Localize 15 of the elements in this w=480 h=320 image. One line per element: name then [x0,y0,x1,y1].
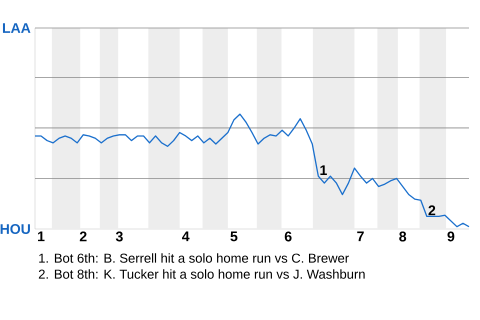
x-tick-label: 7 [357,232,364,242]
x-tick-label: 1 [38,232,45,242]
text: HOU [0,224,30,234]
text: 2. Bot 8th: K. Tucker hit a solo home run vs J. Washburn [38,269,365,279]
x-tick-label: 4 [182,232,190,242]
x-tick-label: 3 [116,232,123,242]
annotation: 1 [320,165,327,175]
x-tick-label: 2 [80,232,87,242]
x-tick-label: 9 [448,232,454,242]
x-tick-label: 5 [230,232,238,242]
x-tick-label: 8 [399,232,406,242]
annotation: 2 [428,205,436,216]
x-tick-label: 6 [284,232,292,242]
text: 1. Bot 6th: B. Serrell hit a solo home run vs C. Brewer [39,253,349,263]
text: LAA [2,23,30,33]
